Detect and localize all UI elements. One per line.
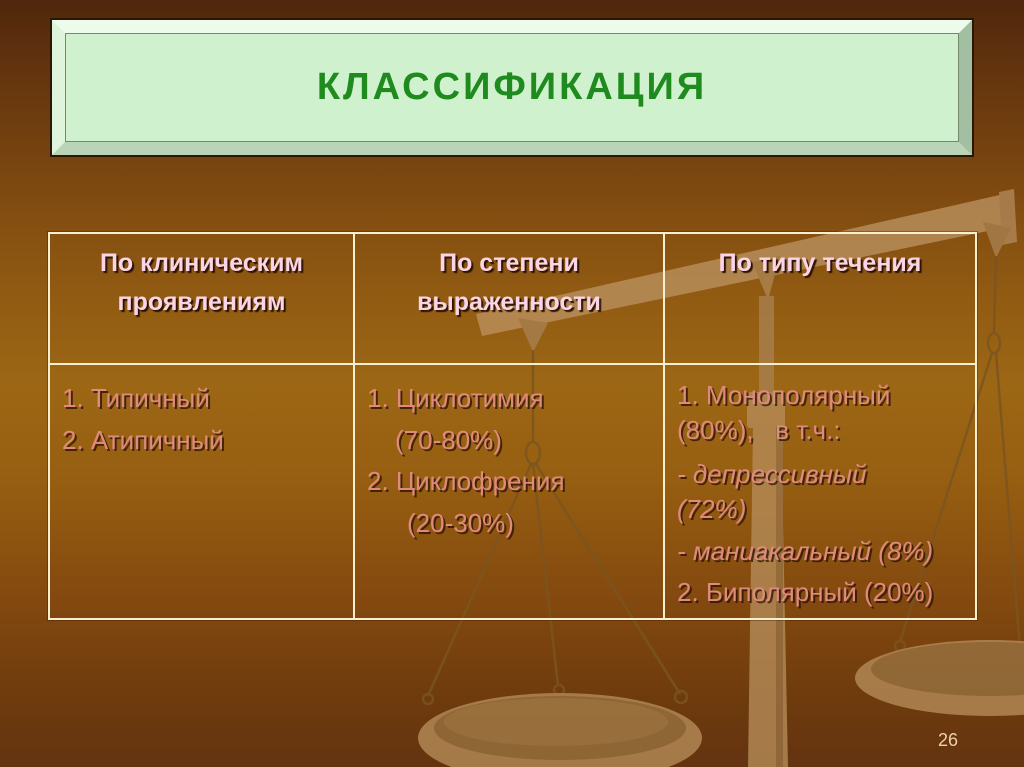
page-number: 26 xyxy=(937,730,958,750)
header-course: По типу течения xyxy=(665,234,975,365)
list-item: - депрессивный xyxy=(677,459,867,490)
scales-right-chains xyxy=(893,222,1024,659)
list-item: 2. Атипичный xyxy=(62,424,224,455)
list-item: 1. Типичный xyxy=(62,383,210,413)
slide-title: КЛАССИФИКАЦИЯ xyxy=(316,66,708,108)
cell-course: 1. Монополярный (80%), в т.ч.: - депресс… xyxy=(665,365,975,618)
scales-left-pan xyxy=(418,693,702,767)
header-severity: По степени выраженности xyxy=(355,234,665,365)
header-clinical: По клиническим проявлениям xyxy=(50,234,355,365)
scales-pillar-shadow xyxy=(776,426,783,767)
list-item: (72%) xyxy=(677,494,747,525)
scales-left-chains xyxy=(421,318,689,706)
scales-capital xyxy=(747,392,785,428)
scales-right-pan xyxy=(855,640,1024,716)
scales-beam xyxy=(476,194,1012,336)
cell-severity: 1. Циклотимия (70-80%) 2. Циклофрения (2… xyxy=(355,365,665,618)
list-item: 2. Биполярный (20%) xyxy=(677,577,934,608)
list-item: (70-80%) xyxy=(395,424,502,455)
list-item: (20-30%) xyxy=(407,507,514,538)
list-item: (80%), в т.ч.: xyxy=(677,415,841,446)
list-item: - маниакальный (8%) xyxy=(677,536,934,567)
title-bevel-frame: КЛАССИФИКАЦИЯ xyxy=(52,20,972,155)
scales-pivot xyxy=(752,256,780,300)
classification-table: По клиническим проявлениям По степени вы… xyxy=(48,232,977,620)
list-item: 1. Циклотимия xyxy=(367,383,544,413)
list-item: 2. Циклофрения xyxy=(367,466,565,497)
cell-clinical: 1. Типичный 2. Атипичный xyxy=(50,365,355,618)
list-item: 1. Монополярный xyxy=(677,380,891,410)
title-box: КЛАССИФИКАЦИЯ xyxy=(50,18,974,157)
scales-post xyxy=(759,296,774,396)
